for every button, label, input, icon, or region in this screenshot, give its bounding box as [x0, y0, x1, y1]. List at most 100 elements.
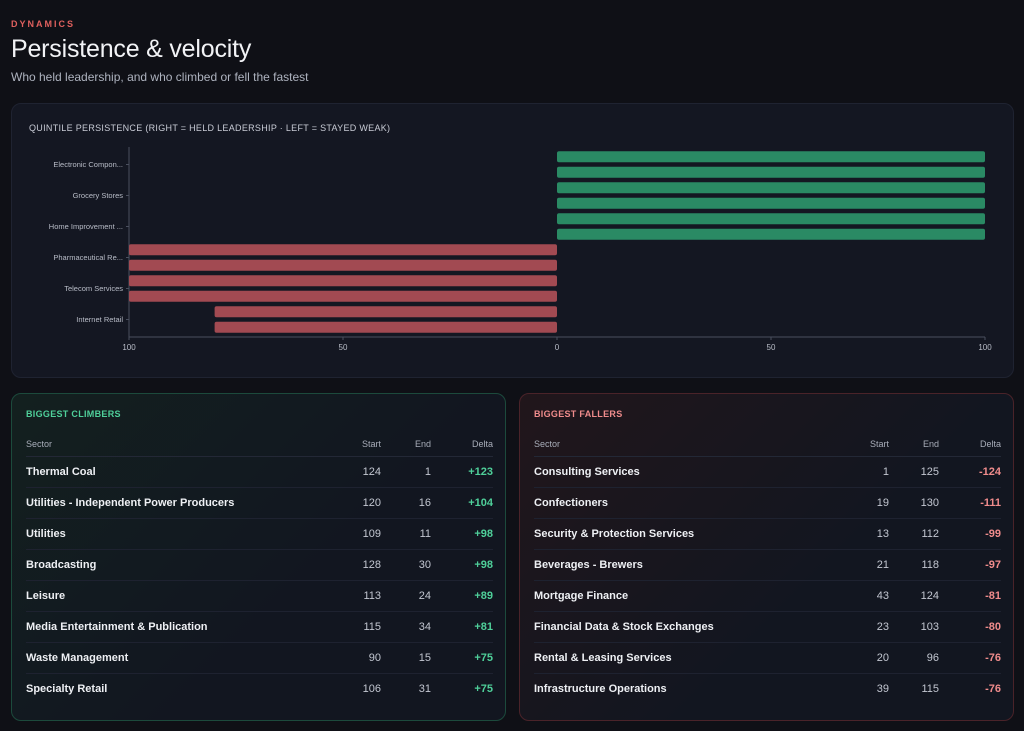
sector-cell: Waste Management [26, 643, 321, 674]
delta-cell: -81 [939, 581, 1001, 612]
table-row: Infrastructure Operations 39 115 -76 [534, 674, 1001, 705]
delta-cell: +98 [431, 519, 493, 550]
sector-cell: Infrastructure Operations [534, 674, 829, 705]
delta-cell: +104 [431, 488, 493, 519]
col-header-start: Start [829, 432, 889, 457]
end-cell: 15 [381, 643, 431, 674]
sector-cell: Rental & Leasing Services [534, 643, 829, 674]
delta-cell: +75 [431, 643, 493, 674]
delta-cell: -111 [939, 488, 1001, 519]
page-title: Persistence & velocity [11, 35, 251, 64]
table-row: Utilities 109 11 +98 [26, 519, 493, 550]
delta-cell: -76 [939, 674, 1001, 705]
x-tick-label: 50 [339, 343, 348, 352]
delta-cell: +81 [431, 612, 493, 643]
bar [557, 182, 985, 193]
delta-cell: -80 [939, 612, 1001, 643]
x-tick-label: 100 [978, 343, 992, 352]
bar [557, 167, 985, 178]
start-cell: 39 [829, 674, 889, 705]
climbers-title: BIGGEST CLIMBERS [26, 409, 121, 419]
climbers-table: Sector Start End Delta Thermal Coal 124 1 +… [26, 432, 493, 704]
end-cell: 112 [889, 519, 939, 550]
table-row: Security & Protection Services 13 112 -99 [534, 519, 1001, 550]
end-cell: 11 [381, 519, 431, 550]
bar [215, 322, 557, 333]
start-cell: 124 [321, 457, 381, 488]
end-cell: 1 [381, 457, 431, 488]
page-eyebrow: DYNAMICS [11, 19, 75, 29]
x-tick-label: 100 [122, 343, 136, 352]
persistence-chart-card: QUINTILE PERSISTENCE (RIGHT = HELD LEADE… [11, 103, 1014, 378]
table-row: Confectioners 19 130 -111 [534, 488, 1001, 519]
sector-cell: Thermal Coal [26, 457, 321, 488]
end-cell: 16 [381, 488, 431, 519]
delta-cell: -124 [939, 457, 1001, 488]
table-row: Financial Data & Stock Exchanges 23 103 -80 [534, 612, 1001, 643]
table-row: Rental & Leasing Services 20 96 -76 [534, 643, 1001, 674]
start-cell: 21 [829, 550, 889, 581]
sector-cell: Leisure [26, 581, 321, 612]
end-cell: 31 [381, 674, 431, 705]
table-row: Utilities - Independent Power Producers 1… [26, 488, 493, 519]
col-header-sector: Sector [534, 432, 829, 457]
sector-cell: Specialty Retail [26, 674, 321, 705]
bar [129, 260, 557, 271]
start-cell: 109 [321, 519, 381, 550]
y-tick-label: Pharmaceutical Re... [53, 253, 123, 262]
y-tick-label: Home Improvement ... [49, 222, 123, 231]
delta-cell: +89 [431, 581, 493, 612]
sector-cell: Media Entertainment & Publication [26, 612, 321, 643]
end-cell: 124 [889, 581, 939, 612]
bar [129, 275, 557, 286]
delta-cell: +98 [431, 550, 493, 581]
start-cell: 128 [321, 550, 381, 581]
sector-cell: Financial Data & Stock Exchanges [534, 612, 829, 643]
table-row: Leisure 113 24 +89 [26, 581, 493, 612]
delta-cell: -76 [939, 643, 1001, 674]
start-cell: 113 [321, 581, 381, 612]
table-row: Beverages - Brewers 21 118 -97 [534, 550, 1001, 581]
end-cell: 96 [889, 643, 939, 674]
fallers-card: BIGGEST FALLERS Sector Start End Delta C… [519, 393, 1014, 721]
start-cell: 1 [829, 457, 889, 488]
end-cell: 130 [889, 488, 939, 519]
delta-cell: +123 [431, 457, 493, 488]
col-header-sector: Sector [26, 432, 321, 457]
start-cell: 115 [321, 612, 381, 643]
bar [557, 229, 985, 240]
col-header-delta: Delta [431, 432, 493, 457]
table-row: Specialty Retail 106 31 +75 [26, 674, 493, 705]
sector-cell: Mortgage Finance [534, 581, 829, 612]
sector-cell: Consulting Services [534, 457, 829, 488]
col-header-end: End [381, 432, 431, 457]
bar [557, 151, 985, 162]
bar [129, 291, 557, 302]
end-cell: 24 [381, 581, 431, 612]
sector-cell: Confectioners [534, 488, 829, 519]
sector-cell: Security & Protection Services [534, 519, 829, 550]
col-header-start: Start [321, 432, 381, 457]
y-tick-label: Grocery Stores [73, 191, 124, 200]
start-cell: 106 [321, 674, 381, 705]
start-cell: 43 [829, 581, 889, 612]
sector-cell: Utilities - Independent Power Producers [26, 488, 321, 519]
delta-cell: -99 [939, 519, 1001, 550]
x-tick-label: 0 [555, 343, 560, 352]
fallers-table: Sector Start End Delta Consulting Servic… [534, 432, 1001, 704]
sector-cell: Beverages - Brewers [534, 550, 829, 581]
start-cell: 20 [829, 643, 889, 674]
table-row: Mortgage Finance 43 124 -81 [534, 581, 1001, 612]
sector-cell: Broadcasting [26, 550, 321, 581]
table-row: Thermal Coal 124 1 +123 [26, 457, 493, 488]
y-tick-label: Internet Retail [76, 315, 123, 324]
start-cell: 19 [829, 488, 889, 519]
start-cell: 90 [321, 643, 381, 674]
fallers-title: BIGGEST FALLERS [534, 409, 623, 419]
sector-cell: Utilities [26, 519, 321, 550]
y-tick-label: Electronic Compon... [53, 160, 123, 169]
x-tick-label: 50 [767, 343, 776, 352]
start-cell: 23 [829, 612, 889, 643]
table-row: Broadcasting 128 30 +98 [26, 550, 493, 581]
persistence-chart: Electronic Compon... Grocery Stores Home I… [12, 104, 1015, 379]
